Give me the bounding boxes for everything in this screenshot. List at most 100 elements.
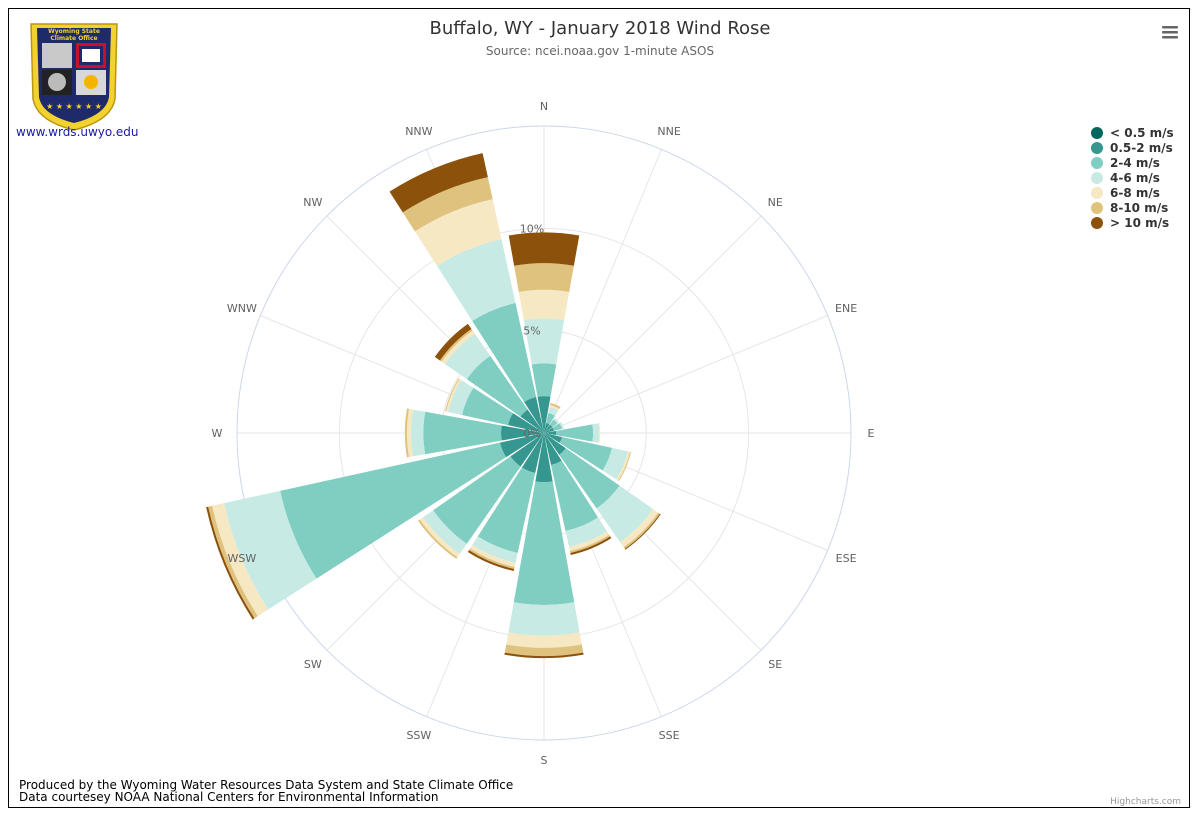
site-link[interactable]: www.wrds.uwyo.edu [16,125,138,139]
bar-s-series-5[interactable] [504,644,584,657]
bar-n-series-1[interactable] [537,396,551,433]
bar-ssw-series-2[interactable] [477,467,536,553]
legend-marker-4[interactable] [1091,187,1103,199]
bar-ese-series-5[interactable] [618,451,631,481]
bar-wsw-series-3[interactable] [224,490,317,610]
bar-nne-series-2[interactable] [546,413,556,425]
bar-ssw-series-6[interactable] [467,550,515,571]
bar-ene-series-1[interactable] [544,427,554,433]
legend-item-1[interactable]: 0.5-2 m/s [1110,141,1173,155]
legend-item-5[interactable]: 8-10 m/s [1110,201,1168,215]
bar-ssw-series-3[interactable] [472,536,518,563]
bar-nw-series-1[interactable] [520,409,544,433]
bar-sse-series-2[interactable] [551,460,599,531]
bar-wnw-series-5[interactable] [445,378,460,412]
bar-nne-series-3[interactable] [548,407,559,416]
bar-nne-series-1[interactable] [544,423,550,433]
legend-item-2[interactable]: 2-4 m/s [1110,156,1160,170]
bar-w-series-2[interactable] [423,411,502,455]
bar-nw-series-6[interactable] [434,323,472,361]
bar-nnw-series-1[interactable] [524,397,544,433]
bar-n-series-2[interactable] [531,363,557,397]
bar-ne-series-3[interactable] [553,417,560,424]
bar-ssw-series-5[interactable] [468,548,515,569]
climate-office-logo: Wyoming State Climate Office ★ ★ ★ ★ ★ ★ [30,23,118,131]
bar-nnw-series-2[interactable] [472,303,537,402]
bar-e-series-1[interactable] [544,430,557,436]
bar-s-series-3[interactable] [508,602,580,636]
legend-marker-0[interactable] [1091,127,1103,139]
direction-label-sw: SW [304,658,322,671]
bar-nnw-series-4[interactable] [414,199,502,266]
bar-e-series-3[interactable] [592,423,600,443]
bar-n-series-3[interactable] [523,318,565,365]
bar-ene-series-2[interactable] [552,423,562,431]
bar-wsw-series-5[interactable] [208,505,258,619]
bar-wsw-series-4[interactable] [212,503,269,617]
bar-w-series-3[interactable] [410,409,426,457]
bar-sw-series-2[interactable] [433,456,521,544]
hamburger-menu-icon[interactable] [1161,23,1179,41]
bar-n-series-4[interactable] [518,289,570,321]
bar-e-series-2[interactable] [556,424,594,442]
bar-ssw-series-1[interactable] [521,433,544,473]
legend-item-6[interactable]: > 10 m/s [1110,216,1169,230]
legend-marker-1[interactable] [1091,142,1103,154]
bar-s-series-1[interactable] [535,433,553,483]
bar-ene-series-3[interactable] [559,421,564,430]
bar-n-series-5[interactable] [514,263,574,292]
bar-w-series-5[interactable] [404,408,410,458]
bar-ne-series-1[interactable] [544,424,553,433]
legend-marker-2[interactable] [1091,157,1103,169]
bar-wnw-series-4[interactable] [446,378,462,412]
bar-nnw-series-5[interactable] [402,177,493,232]
bar-nw-series-5[interactable] [439,328,473,362]
bar-e-series-4[interactable] [598,423,601,443]
legend-item-0[interactable]: < 0.5 m/s [1110,126,1174,140]
bar-ne-series-2[interactable] [549,419,558,428]
bar-nnw-series-6[interactable] [389,153,488,213]
legend-item-3[interactable]: 4-6 m/s [1110,171,1160,185]
bar-s-series-4[interactable] [506,632,582,648]
bar-wnw-series-3[interactable] [448,380,474,416]
bar-s-series-6[interactable] [504,652,584,659]
bar-wnw-series-2[interactable] [462,387,513,426]
bar-nw-series-2[interactable] [466,355,528,417]
bar-w-series-1[interactable] [501,425,544,441]
bar-se-series-3[interactable] [596,485,654,543]
bar-sse-series-3[interactable] [565,517,607,547]
bar-sw-series-1[interactable] [510,433,544,467]
bar-s-series-2[interactable] [513,481,575,605]
legend-marker-5[interactable] [1091,202,1103,214]
legend-item-4[interactable]: 6-8 m/s [1110,186,1160,200]
legend-marker-3[interactable] [1091,172,1103,184]
bar-ese-series-3[interactable] [602,447,628,480]
bar-sse-series-4[interactable] [569,531,610,551]
bar-wsw-series-1[interactable] [500,433,544,458]
bar-se-series-2[interactable] [559,448,620,509]
bar-wsw-series-2[interactable] [280,442,507,579]
bar-sw-series-5[interactable] [418,519,458,559]
highcharts-credit[interactable]: Highcharts.com [1110,797,1181,807]
bar-sse-series-6[interactable] [570,536,612,555]
bar-se-series-1[interactable] [544,433,566,455]
bar-sw-series-4[interactable] [419,517,460,558]
bar-se-series-5[interactable] [623,512,660,549]
bar-n-series-6[interactable] [508,232,580,266]
bar-ssw-series-4[interactable] [470,545,516,567]
bar-sse-series-5[interactable] [569,534,611,553]
bar-wnw-series-1[interactable] [508,413,544,433]
bar-w-series-4[interactable] [406,408,414,458]
bar-ese-series-1[interactable] [544,433,562,443]
bar-se-series-4[interactable] [620,509,659,548]
bar-sse-series-1[interactable] [544,433,562,465]
legend-marker-6[interactable] [1091,217,1103,229]
bar-nne-series-4[interactable] [549,405,560,411]
bar-nw-series-3[interactable] [444,333,491,380]
bar-nw-series-4[interactable] [441,330,475,364]
bar-sw-series-3[interactable] [423,510,467,554]
bar-ese-series-4[interactable] [616,451,630,481]
bar-nne-series-5[interactable] [550,403,561,409]
bar-ese-series-2[interactable] [559,436,612,471]
bar-nnw-series-3[interactable] [436,239,516,321]
